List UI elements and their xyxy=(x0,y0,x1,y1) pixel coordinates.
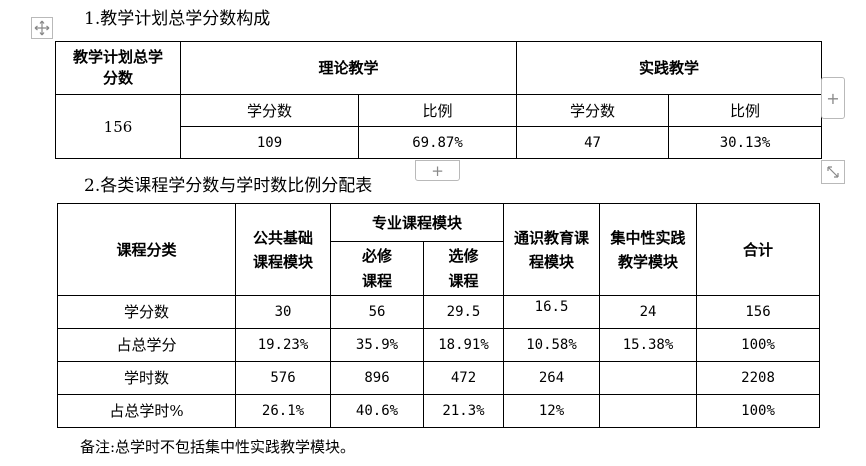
cell: 576 xyxy=(235,361,331,395)
cell: 26.1% xyxy=(235,394,331,428)
cell: 29.5 xyxy=(422,295,505,329)
cell: 156 xyxy=(696,295,821,329)
row-label: 学时数 xyxy=(57,361,236,395)
cell: 18.91% xyxy=(422,328,505,362)
plus-icon: + xyxy=(826,88,840,108)
cell: 472 xyxy=(422,361,505,395)
practice-credits-value: 47 xyxy=(516,126,670,159)
cell xyxy=(599,361,698,395)
total-credits-value: 156 xyxy=(55,94,181,159)
theory-ratio-label: 比例 xyxy=(357,94,518,127)
practice-ratio-label: 比例 xyxy=(668,94,823,127)
header-category: 课程分类 xyxy=(57,203,236,296)
header-total-credits: 教学计划总学分数 xyxy=(55,41,181,95)
cell: 264 xyxy=(503,361,601,395)
practice-credits-label: 学分数 xyxy=(516,94,670,127)
cell: 100% xyxy=(696,328,821,362)
header-theory: 理论教学 xyxy=(179,41,518,95)
section-heading-2: 2.各类课程学分数与学时数比例分配表 xyxy=(84,176,373,196)
table-row: 学分数 30 56 29.5 16.5 24 156 xyxy=(57,295,821,329)
table-row: 占总学分 19.23% 35.9% 18.91% 10.58% 15.38% 1… xyxy=(57,328,821,362)
header-required: 必修课程 xyxy=(330,241,424,296)
theory-ratio-value: 69.87% xyxy=(357,126,518,159)
table-row: 占总学时% 26.1% 40.6% 21.3% 12% 100% xyxy=(57,394,821,428)
cell: 16.5 xyxy=(503,295,601,329)
move-handle-icon xyxy=(34,20,50,36)
add-row-button[interactable]: + xyxy=(415,160,460,181)
cell: 15.38% xyxy=(599,328,698,362)
cell: 10.58% xyxy=(503,328,601,362)
add-column-button[interactable]: + xyxy=(821,77,845,119)
table-row: 学时数 576 896 472 264 2208 xyxy=(57,361,821,395)
header-total: 合计 xyxy=(696,203,821,296)
cell: 2208 xyxy=(696,361,821,395)
table-move-handle[interactable] xyxy=(31,17,53,39)
practice-ratio-value: 30.13% xyxy=(668,126,823,159)
header-practice: 实践教学 xyxy=(516,41,823,95)
row-label: 学分数 xyxy=(57,295,236,329)
cell: 30 xyxy=(235,295,331,329)
footnote: 备注:总学时不包括集中性实践教学模块。 xyxy=(80,438,356,456)
theory-credits-value: 109 xyxy=(180,126,359,159)
row-label: 占总学分 xyxy=(57,328,236,362)
cell: 19.23% xyxy=(235,328,331,362)
section-heading-1: 1.教学计划总学分数构成 xyxy=(84,9,271,29)
header-elective: 选修课程 xyxy=(422,241,505,296)
cell: 12% xyxy=(503,394,601,428)
row-label: 占总学时% xyxy=(57,394,236,428)
cell: 24 xyxy=(599,295,698,329)
resize-diagonal-icon xyxy=(827,166,839,178)
cell: 896 xyxy=(330,361,424,395)
cell: 56 xyxy=(330,295,424,329)
table-resize-handle[interactable] xyxy=(821,160,845,184)
cell: 40.6% xyxy=(330,394,424,428)
header-public: 公共基础课程模块 xyxy=(235,203,331,296)
header-major: 专业课程模块 xyxy=(329,203,505,242)
plus-icon: + xyxy=(431,161,444,180)
header-practice-module: 集中性实践教学模块 xyxy=(599,203,698,296)
theory-credits-label: 学分数 xyxy=(180,94,359,127)
credit-composition-table: 教学计划总学分数 理论教学 实践教学 156 学分数 比例 学分数 比例 109… xyxy=(55,41,823,159)
header-general: 通识教育课程模块 xyxy=(503,203,601,296)
cell: 21.3% xyxy=(422,394,505,428)
cell: 100% xyxy=(696,394,821,428)
cell xyxy=(599,394,698,428)
course-distribution-table: 课程分类 公共基础课程模块 专业课程模块 通识教育课程模块 集中性实践教学模块 … xyxy=(57,203,821,428)
cell: 35.9% xyxy=(330,328,424,362)
